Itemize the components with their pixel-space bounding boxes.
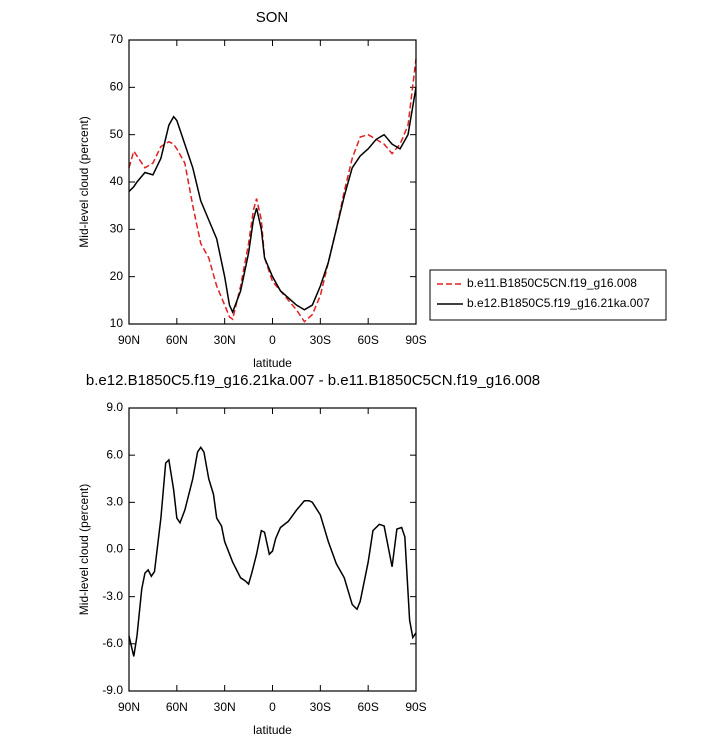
legend-box bbox=[429, 269, 667, 321]
y-tick-label: 40 bbox=[110, 174, 124, 188]
x-axis-label: latitude bbox=[253, 356, 292, 370]
x-tick-label: 90S bbox=[405, 333, 426, 347]
y-tick-label: -6.0 bbox=[102, 636, 123, 650]
y-axis-label: Mid-level cloud (percent) bbox=[77, 484, 91, 615]
y-axis-label: Mid-level cloud (percent) bbox=[77, 116, 91, 247]
y-tick-label: 6.0 bbox=[106, 447, 123, 461]
x-tick-label: 90N bbox=[118, 333, 140, 347]
x-tick-label: 90N bbox=[118, 700, 140, 714]
x-tick-label: 30N bbox=[214, 700, 236, 714]
x-tick-label: 0 bbox=[269, 700, 276, 714]
y-tick-label: 30 bbox=[110, 222, 124, 236]
x-tick-label: 60S bbox=[357, 700, 378, 714]
x-tick-label: 30S bbox=[310, 700, 331, 714]
x-tick-label: 60N bbox=[166, 333, 188, 347]
plot-frame bbox=[128, 39, 417, 325]
y-tick-label: -9.0 bbox=[102, 683, 123, 697]
plot-frame bbox=[128, 407, 417, 692]
legend-label: b.e12.B1850C5.f19_g16.21ka.007 bbox=[467, 296, 650, 310]
data-line bbox=[128, 445, 417, 657]
legend-label: b.e11.B1850C5CN.f19_g16.008 bbox=[467, 276, 637, 290]
x-tick-label: 60S bbox=[357, 333, 378, 347]
data-line bbox=[128, 58, 417, 323]
y-tick-label: 50 bbox=[110, 127, 124, 141]
y-tick-label: 60 bbox=[110, 80, 124, 94]
y-tick-label: 0.0 bbox=[106, 542, 123, 556]
x-axis-label: latitude bbox=[253, 723, 292, 737]
x-tick-label: 30S bbox=[310, 333, 331, 347]
x-tick-label: 90S bbox=[405, 700, 426, 714]
y-tick-label: 70 bbox=[110, 32, 124, 46]
x-tick-label: 0 bbox=[269, 333, 276, 347]
y-tick-label: 20 bbox=[110, 269, 124, 283]
x-tick-label: 60N bbox=[166, 700, 188, 714]
y-tick-label: 9.0 bbox=[106, 400, 123, 414]
x-tick-label: 30N bbox=[214, 333, 236, 347]
y-tick-label: 10 bbox=[110, 316, 124, 330]
y-tick-label: -3.0 bbox=[102, 589, 123, 603]
chart-title: SON bbox=[256, 9, 289, 26]
data-line bbox=[128, 87, 417, 315]
chart-title: b.e12.B1850C5.f19_g16.21ka.007 - b.e11.B… bbox=[86, 372, 540, 389]
y-tick-label: 3.0 bbox=[106, 495, 123, 509]
